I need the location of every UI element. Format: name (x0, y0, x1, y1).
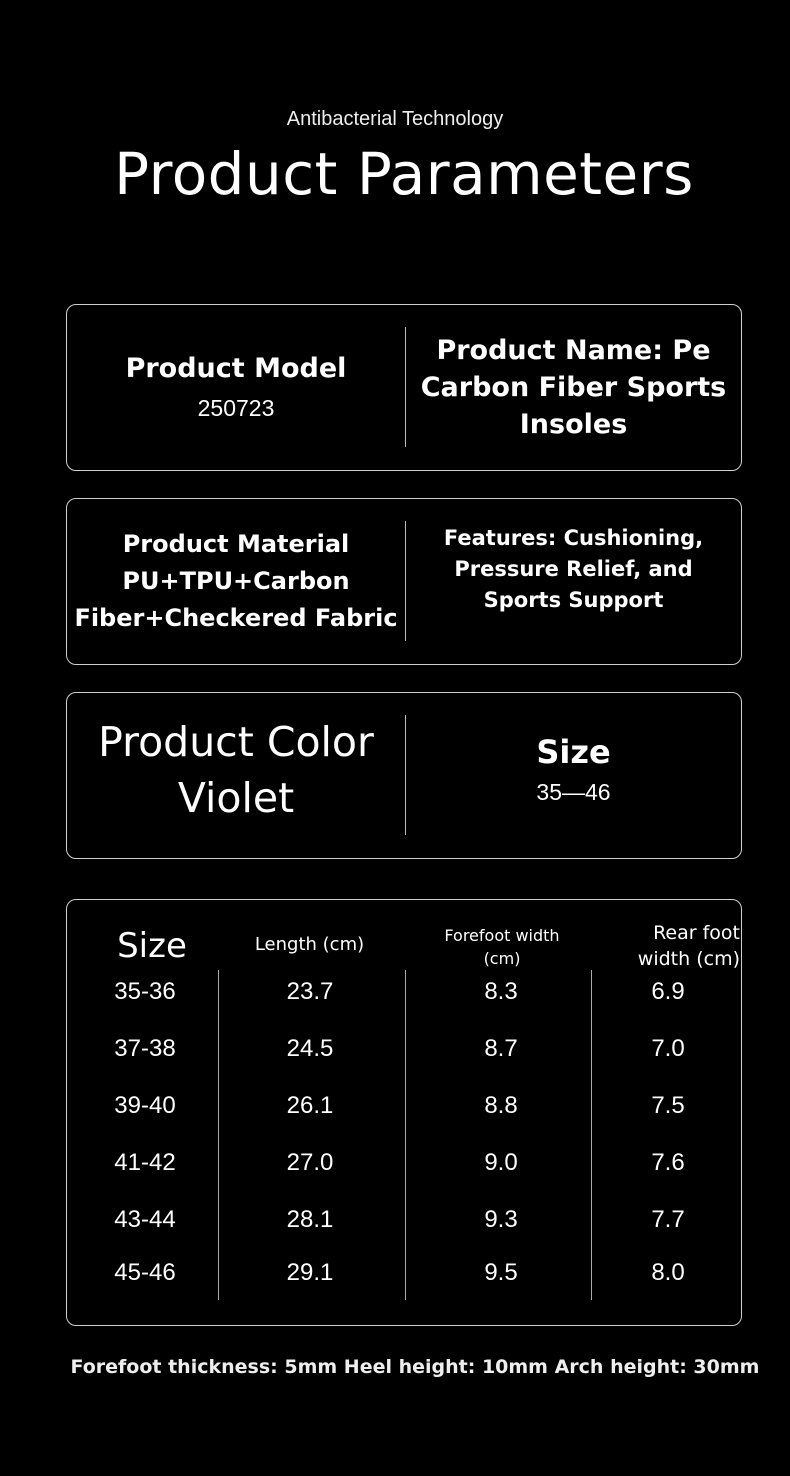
product-name-line: Product Name: Pe (436, 335, 711, 366)
rear-foot-width-cell: 7.6 (651, 1149, 685, 1176)
rear-foot-width-cell: 7.0 (651, 1035, 685, 1062)
column-divider (218, 970, 219, 1300)
column-divider (591, 970, 592, 1300)
product-color-card: Product Color Violet Size 35—46 (66, 692, 742, 859)
header-rear-foot-width: Rear foot width (cm) (637, 922, 740, 970)
forefoot-width-cell: 8.3 (484, 978, 518, 1005)
product-model-card: Product Model 250723 Product Name: Pe Ca… (66, 304, 742, 471)
rear-foot-width-cell: 6.9 (651, 978, 685, 1005)
product-material-card: Product Material PU+TPU+Carbon Fiber+Che… (66, 498, 742, 665)
length-cell: 27.0 (286, 1149, 334, 1176)
product-model-label: Product Model (125, 353, 347, 384)
product-color-value: Violet (177, 773, 295, 822)
column-divider (405, 970, 406, 1300)
product-model-value: 250723 (197, 395, 275, 421)
size-cell: 41-42 (114, 1149, 176, 1176)
header-forefoot-width: Forefoot width (cm) (444, 926, 560, 968)
product-color-label: Product Color (98, 717, 374, 766)
divider (405, 521, 406, 641)
forefoot-width-cell: 8.7 (484, 1035, 518, 1062)
header-size: Size (117, 926, 187, 966)
rear-foot-width-cell: 7.7 (651, 1206, 685, 1233)
length-cell: 29.1 (286, 1259, 334, 1286)
size-value: 35—46 (536, 779, 611, 805)
forefoot-width-cell: 9.5 (484, 1259, 518, 1286)
size-cell: 35-36 (114, 978, 176, 1005)
length-cell: 28.1 (286, 1206, 334, 1233)
material-line: Product Material (122, 530, 350, 558)
footer-note: Forefoot thickness: 5mm Heel height: 10m… (70, 1356, 760, 1378)
size-label: Size (536, 733, 611, 771)
features-line: Pressure Relief, and (454, 557, 693, 581)
size-cell: 39-40 (114, 1092, 176, 1119)
header-length: Length (cm) (254, 934, 365, 955)
page-subtitle: Antibacterial Technology (286, 108, 504, 130)
product-name-line: Carbon Fiber Sports (420, 372, 727, 403)
length-cell: 23.7 (286, 978, 334, 1005)
material-line: PU+TPU+Carbon (122, 567, 350, 595)
rear-foot-width-cell: 7.5 (651, 1092, 685, 1119)
material-line: Fiber+Checkered Fabric (74, 604, 398, 632)
divider (405, 327, 406, 447)
forefoot-width-cell: 9.0 (484, 1149, 518, 1176)
features-line: Features: Cushioning, (443, 526, 704, 550)
length-cell: 24.5 (286, 1035, 334, 1062)
divider (405, 715, 406, 835)
size-cell: 37-38 (114, 1035, 176, 1062)
forefoot-width-cell: 8.8 (484, 1092, 518, 1119)
rear-foot-width-cell: 8.0 (651, 1259, 685, 1286)
forefoot-width-cell: 9.3 (484, 1206, 518, 1233)
size-cell: 43-44 (114, 1206, 176, 1233)
product-name-line: Insoles (519, 409, 628, 440)
features-line: Sports Support (483, 588, 664, 612)
length-cell: 26.1 (286, 1092, 334, 1119)
page-title: Product Parameters (114, 140, 694, 208)
size-table: Size Length (cm) Forefoot width (cm) Rea… (66, 899, 742, 1326)
size-cell: 45-46 (114, 1259, 176, 1286)
